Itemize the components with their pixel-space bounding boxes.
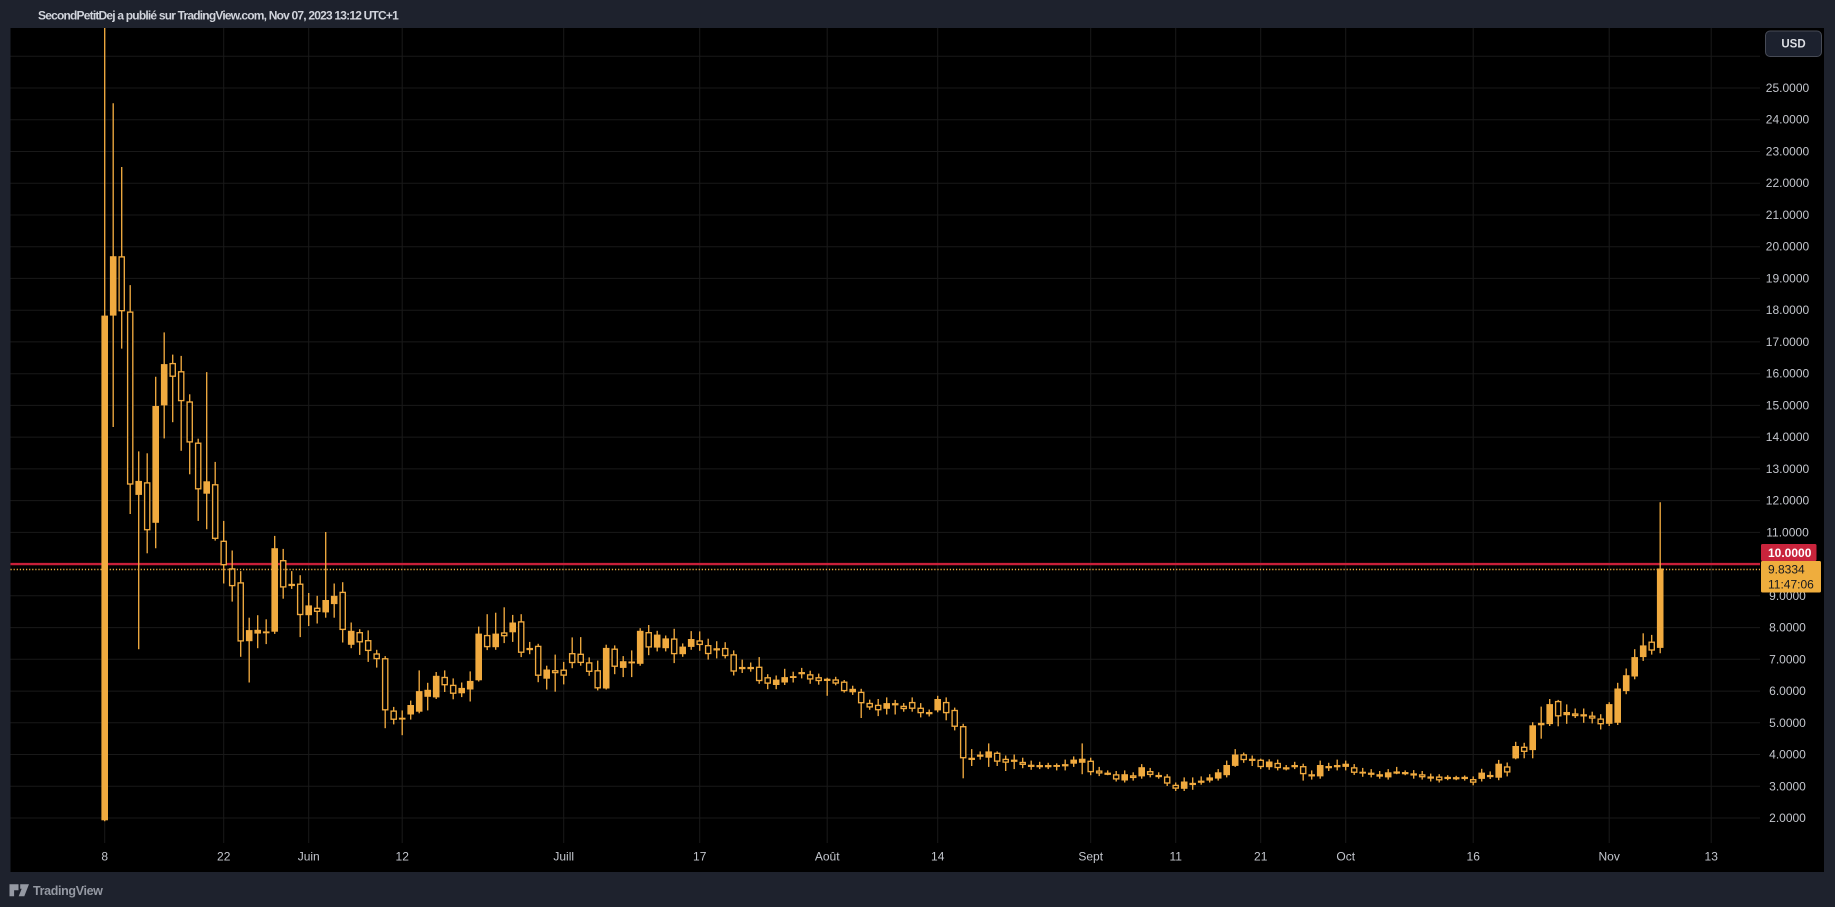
svg-text:11:47:06: 11:47:06 [1768,578,1814,592]
svg-text:6.0000: 6.0000 [1769,684,1806,698]
svg-text:4.0000: 4.0000 [1769,748,1806,762]
svg-text:8: 8 [101,850,108,864]
svg-text:13: 13 [1705,850,1719,864]
svg-text:22: 22 [217,850,231,864]
svg-text:Nov: Nov [1599,850,1620,864]
svg-text:16.0000: 16.0000 [1766,367,1810,381]
svg-text:18.0000: 18.0000 [1766,303,1810,317]
svg-text:12.0000: 12.0000 [1766,494,1810,508]
svg-text:5.0000: 5.0000 [1769,716,1806,730]
svg-text:13.0000: 13.0000 [1766,462,1810,476]
svg-text:Juill: Juill [553,850,574,864]
svg-text:25.0000: 25.0000 [1766,81,1810,95]
svg-text:8.0000: 8.0000 [1769,621,1806,635]
svg-text:11.0000: 11.0000 [1766,525,1809,539]
svg-text:TradingView: TradingView [33,884,103,898]
svg-text:9.8334: 9.8334 [1768,563,1805,577]
svg-text:19.0000: 19.0000 [1766,271,1810,285]
svg-text:12: 12 [396,850,410,864]
svg-text:14: 14 [931,850,945,864]
svg-text:23.0000: 23.0000 [1766,145,1810,159]
svg-text:16: 16 [1467,850,1481,864]
svg-text:Août: Août [815,850,840,864]
svg-text:21: 21 [1254,850,1268,864]
svg-text:SecondPetitDej a publié sur Tr: SecondPetitDej a publié sur TradingView.… [38,9,399,23]
svg-text:Juin: Juin [298,850,320,864]
svg-text:7.0000: 7.0000 [1769,652,1806,666]
svg-text:Sept: Sept [1078,850,1103,864]
svg-text:21.0000: 21.0000 [1766,208,1810,222]
svg-text:10.0000: 10.0000 [1768,546,1812,560]
svg-text:20.0000: 20.0000 [1766,240,1810,254]
svg-text:22.0000: 22.0000 [1766,176,1810,190]
svg-text:24.0000: 24.0000 [1766,113,1810,127]
svg-text:14.0000: 14.0000 [1766,430,1810,444]
svg-text:USD: USD [1781,39,1805,51]
svg-text:Oct: Oct [1336,850,1355,864]
svg-text:17: 17 [693,850,707,864]
svg-text:3.0000: 3.0000 [1769,779,1806,793]
svg-text:2.0000: 2.0000 [1769,811,1806,825]
svg-text:15.0000: 15.0000 [1766,398,1810,412]
svg-text:11: 11 [1169,850,1182,864]
svg-text:17.0000: 17.0000 [1766,335,1810,349]
